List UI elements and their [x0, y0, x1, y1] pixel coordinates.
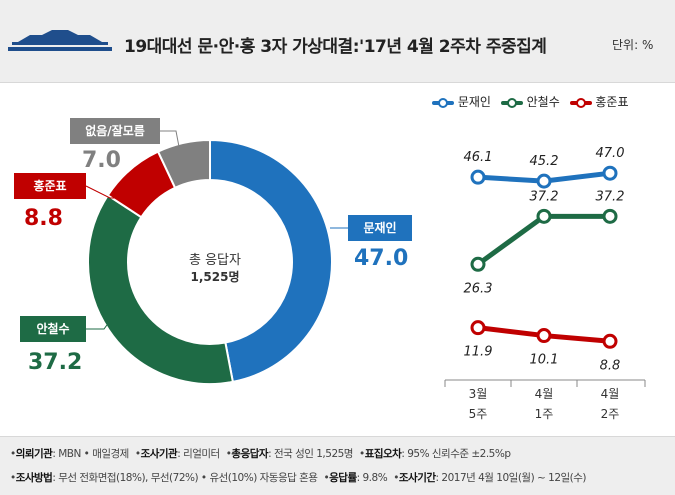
point-ahn-0 [470, 256, 486, 272]
footer-1-item: •조사기관: 리얼미터 [134, 448, 220, 460]
footer-2-item: •조사기간: 2017년 4월 10일(월) ~ 12일(수) [393, 472, 587, 484]
leader-ahn [86, 317, 113, 330]
footer-1-value: : 전국 성인 1,525명 [268, 448, 353, 460]
data-label-moon-1: 45.2 [530, 154, 559, 169]
footer-2-item: •조사방법: 무선 전화면접(18%), 무선(72%) • 유선(10%) 자… [10, 472, 318, 484]
leader-none [160, 130, 181, 153]
footer-line-2: •조사방법: 무선 전화면접(18%), 무선(72%) • 유선(10%) 자… [10, 470, 592, 485]
footer-line-1: •의뢰기관: MBN • 매일경제 •조사기관: 리얼미터 •총응답자: 전국 성인… [10, 446, 517, 461]
legend-label-moon: 문재인 [457, 95, 491, 109]
blue-house-logo [8, 30, 112, 51]
footer-notes: •의뢰기관: MBN • 매일경제 •조사기관: 리얼미터 •총응답자: 전국 성인… [0, 436, 675, 495]
footer-2-key: 조사기간 [398, 472, 436, 484]
leader-hong [85, 185, 124, 199]
label-ahn: 안철수 [20, 316, 86, 342]
donut-slice-moon [209, 138, 333, 384]
value-none: 7.0 [82, 148, 121, 173]
footer-2-key: 조사방법 [15, 472, 53, 484]
value-moon: 47.0 [354, 246, 409, 271]
x-tick-label-2-1: 2주 [601, 407, 620, 421]
point-ahn-1 [536, 208, 552, 224]
footer-1-item: •의뢰기관: MBN • 매일경제 [10, 448, 129, 460]
footer-2-value: : 무선 전화면접(18%), 무선(72%) • 유선(10%) 자동응답 혼… [52, 472, 318, 484]
value-hong: 8.8 [24, 206, 63, 231]
footer-2-value: : 9.8% [356, 472, 388, 484]
data-label-hong-1: 10.1 [530, 353, 559, 368]
data-label-ahn-2: 37.2 [596, 189, 625, 204]
point-ahn-2 [602, 208, 618, 224]
donut-slice-none [156, 138, 211, 190]
point-moon-0 [470, 169, 486, 185]
line-legend: 문재인 안철수 홍준표 [432, 93, 635, 110]
label-ahn-text: 안철수 [36, 322, 70, 336]
label-hong-text: 홍준표 [33, 179, 67, 193]
point-moon-2 [602, 165, 618, 181]
data-label-ahn-1: 37.2 [530, 189, 559, 204]
page-title: 19대대선 문·안·홍 3자 가상대결:'17년 4월 2주차 주중집계 [124, 37, 547, 57]
data-label-hong-2: 8.8 [600, 358, 621, 373]
label-none-text: 없음/잘모름 [85, 124, 145, 138]
footer-1-key: 의뢰기관 [15, 448, 53, 460]
label-moon-text: 문재인 [363, 221, 397, 235]
point-moon-1 [536, 173, 552, 189]
donut-slice-ahn [87, 193, 235, 385]
legend-item-hong: 홍준표 [569, 93, 629, 110]
data-label-moon-0: 46.1 [464, 150, 493, 165]
value-ahn: 37.2 [28, 350, 83, 375]
x-tick-label-0-1: 5주 [469, 407, 488, 421]
data-label-moon-2: 47.0 [596, 146, 625, 161]
x-tick-label-1-1: 1주 [535, 407, 554, 421]
point-hong-0 [470, 320, 486, 336]
footer-1-item: •표집오차: 95% 신뢰수준 ±2.5%p [358, 448, 511, 460]
x-tick-label-1-0: 4월 [535, 387, 554, 401]
label-hong: 홍준표 [14, 173, 86, 199]
data-label-ahn-0: 26.3 [464, 281, 493, 296]
footer-1-key: 표집오차 [364, 448, 402, 460]
point-hong-2 [602, 333, 618, 349]
data-label-hong-0: 11.9 [464, 345, 493, 360]
footer-1-value: : 95% 신뢰수준 ±2.5%p [401, 448, 511, 460]
x-tick-label-0-0: 3월 [469, 387, 488, 401]
center-label: 총 응답자 [189, 253, 241, 268]
footer-2-key: 응답률 [329, 472, 357, 484]
label-none: 없음/잘모름 [70, 118, 160, 144]
unit-label: 단위: % [612, 38, 654, 52]
x-tick-label-2-0: 4월 [601, 387, 620, 401]
footer-1-key: 조사기관 [140, 448, 178, 460]
center-count: 1,525명 [190, 270, 240, 284]
donut-center: 총 응답자 1,525명 [165, 252, 265, 286]
footer-1-value: : MBN • 매일경제 [52, 448, 129, 460]
footer-1-value: : 리얼미터 [177, 448, 220, 460]
footer-2-item: •응답률: 9.8% [323, 472, 388, 484]
footer-2-value: : 2017년 4월 10일(월) ~ 12일(수) [435, 472, 587, 484]
legend-label-hong: 홍준표 [595, 95, 629, 109]
label-moon: 문재인 [348, 215, 412, 241]
legend-item-ahn: 안철수 [500, 93, 560, 110]
footer-1-key: 총응답자 [231, 448, 269, 460]
header-bar: 19대대선 문·안·홍 3자 가상대결:'17년 4월 2주차 주중집계 단위:… [0, 0, 675, 83]
legend-label-ahn: 안철수 [526, 95, 560, 109]
footer-1-item: •총응답자: 전국 성인 1,525명 [225, 448, 354, 460]
point-hong-1 [536, 328, 552, 344]
legend-item-moon: 문재인 [432, 93, 491, 110]
